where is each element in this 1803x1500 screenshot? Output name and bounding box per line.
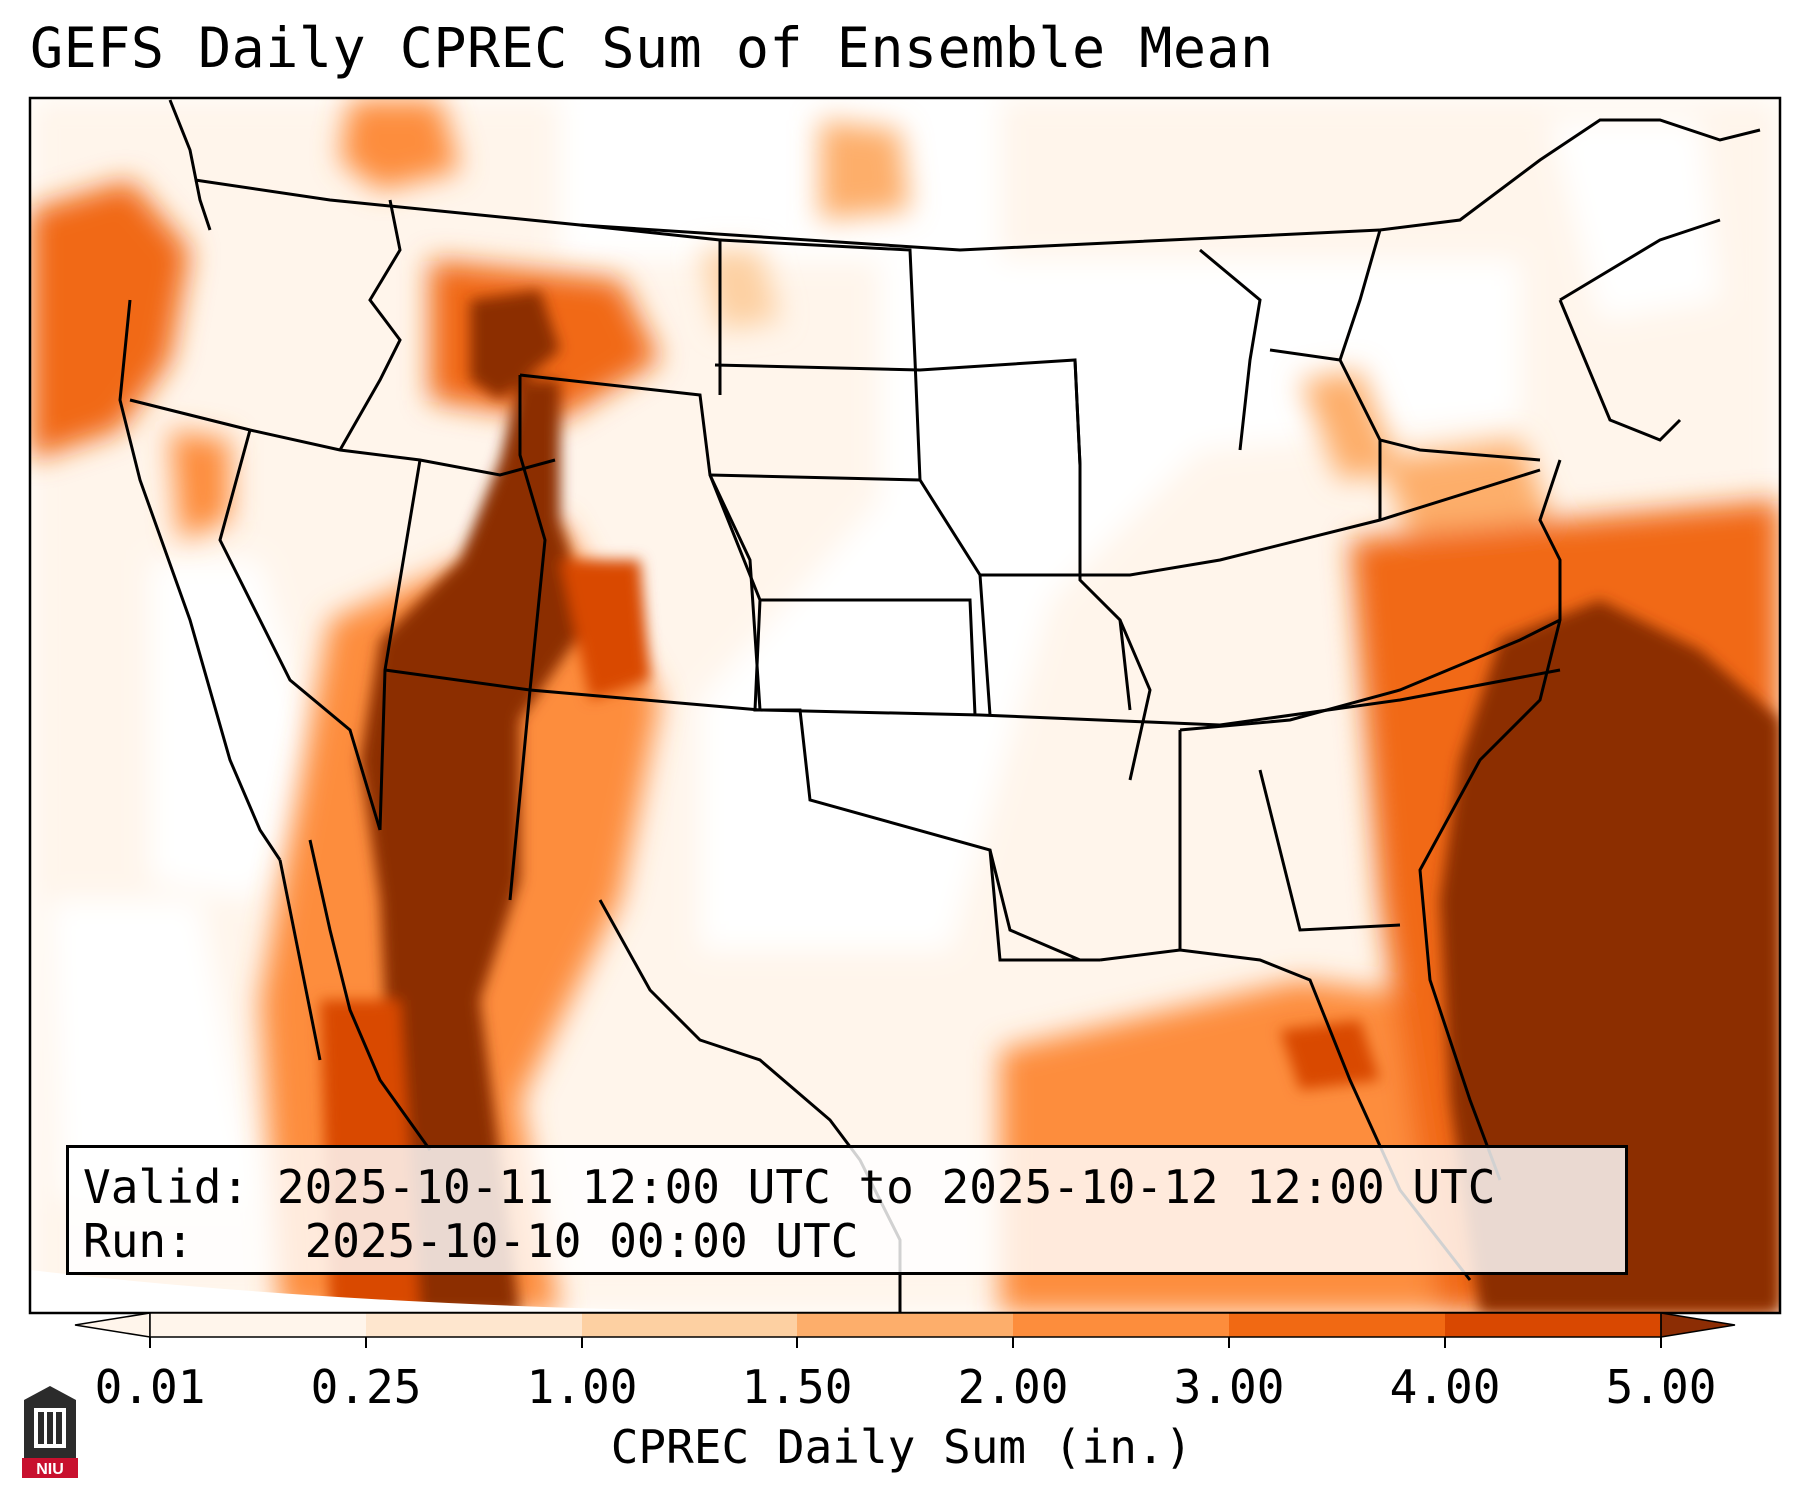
boundary-lines [118,99,1761,1313]
colorbar-tick-label: 5.00 [1605,1360,1717,1414]
valid-run-info-box: Valid: 2025-10-11 12:00 UTC to 2025-10-1… [66,1145,1628,1275]
colorbar [74,1312,1736,1348]
colorbar-tick-label: 0.01 [94,1360,206,1414]
valid-row: Valid: 2025-10-11 12:00 UTC to 2025-10-1… [83,1160,1611,1214]
valid-label: Valid: [83,1160,250,1214]
svg-text:NIU: NIU [36,1461,64,1478]
colorbar-label: CPREC Daily Sum (in.) [610,1420,1193,1474]
run-row: Run: 2025-10-10 00:00 UTC [83,1214,1611,1268]
run-value: 2025-10-10 00:00 UTC [304,1214,859,1268]
colorbar-tick-label: 1.00 [526,1360,638,1414]
niu-logo-icon: NIU [22,1386,78,1478]
colorbar-tick-label: 3.00 [1173,1360,1285,1414]
run-label: Run: [83,1214,194,1268]
page-title: GEFS Daily CPREC Sum of Ensemble Mean [30,16,1274,80]
colorbar-tick-label: 4.00 [1389,1360,1501,1414]
colorbar-tick-label: 0.25 [310,1360,422,1414]
precip-field [30,98,1780,1313]
colorbar-tick-label: 2.00 [957,1360,1069,1414]
valid-value: 2025-10-11 12:00 UTC to 2025-10-12 12:00… [276,1160,1496,1214]
colorbar-tick-label: 1.50 [741,1360,853,1414]
